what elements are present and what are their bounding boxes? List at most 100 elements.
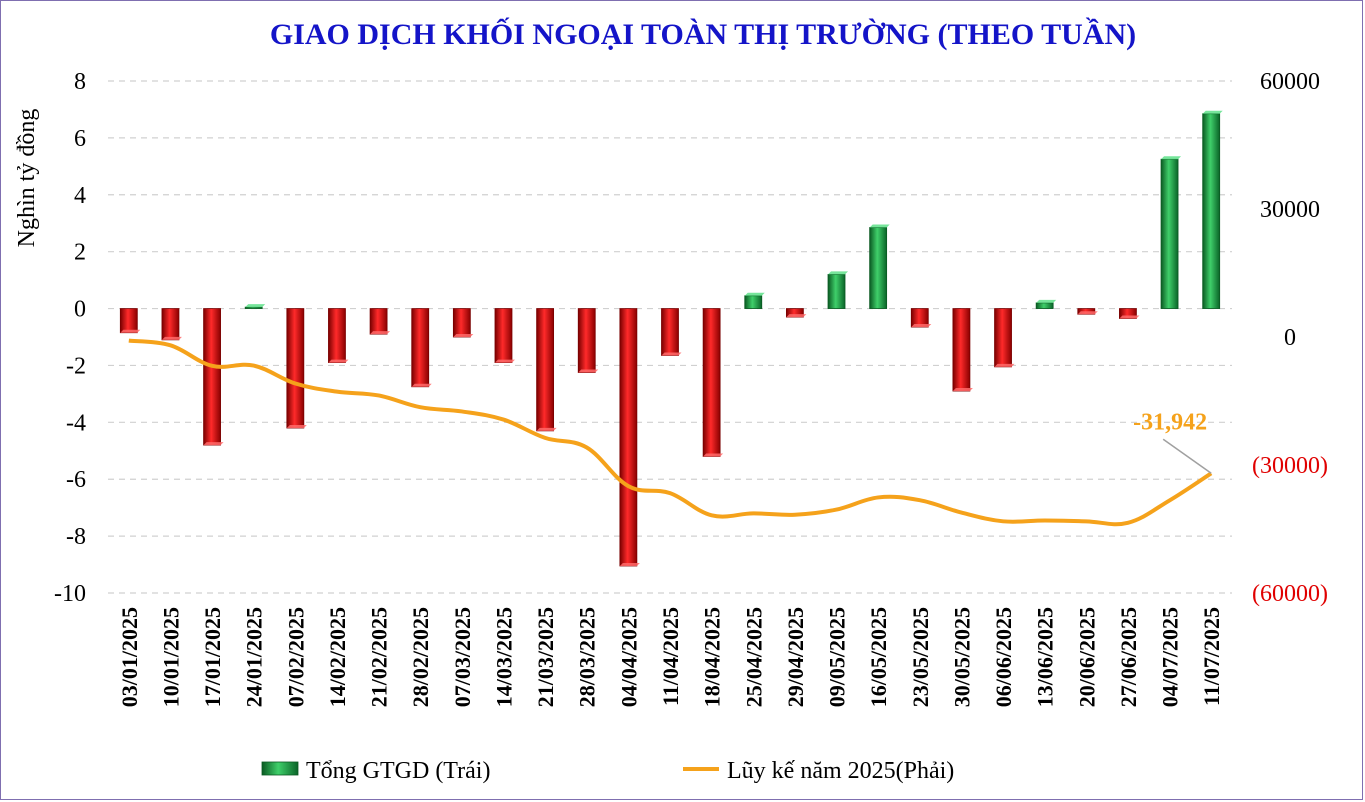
x-tick-label: 03/01/2025 xyxy=(117,607,142,707)
x-tick-label: 14/03/2025 xyxy=(491,607,516,707)
x-tick-label: 24/01/2025 xyxy=(242,607,267,707)
bar xyxy=(286,308,305,429)
y-left-tick-label: 6 xyxy=(74,126,86,152)
bar-cap xyxy=(703,453,724,457)
bar xyxy=(577,308,596,373)
bar xyxy=(119,308,138,334)
bar-cap xyxy=(536,427,557,431)
bar xyxy=(494,308,513,363)
bar xyxy=(244,306,263,309)
y-left-tick-label: 0 xyxy=(74,297,86,323)
y-left-tick-label: -8 xyxy=(66,524,86,550)
line-series xyxy=(128,338,1213,527)
x-tick-label: 28/02/2025 xyxy=(408,607,433,707)
bar xyxy=(702,308,721,457)
chart-title: GIAO DỊCH KHỐI NGOẠI TOÀN THỊ TRƯỜNG (TH… xyxy=(270,17,1136,51)
bar-cap xyxy=(661,352,682,356)
x-tick-label: 10/01/2025 xyxy=(158,607,183,707)
y-left-tick-label: -4 xyxy=(66,410,86,436)
x-tick-label: 04/07/2025 xyxy=(1158,607,1183,707)
y-right-tick-label: (60000) xyxy=(1252,581,1328,607)
legend-item-line: Lũy kế năm 2025(Phải) xyxy=(683,758,954,784)
x-tick-label: 14/02/2025 xyxy=(325,607,350,707)
x-tick-label: 23/05/2025 xyxy=(908,607,933,707)
legend-swatch-bars xyxy=(261,761,299,776)
bar-cap xyxy=(952,388,973,392)
x-tick-label: 11/07/2025 xyxy=(1199,607,1224,706)
y-axis-right-ticks: 60000 30000 0 (30000) (60000) xyxy=(1252,69,1328,607)
bar-cap xyxy=(1161,156,1182,160)
bar-cap xyxy=(161,336,182,340)
bar-cap xyxy=(120,329,141,333)
bar-cap xyxy=(828,271,849,275)
x-tick-label: 29/04/2025 xyxy=(783,607,808,707)
x-tick-label: 07/02/2025 xyxy=(283,607,308,707)
y-left-tick-label: 4 xyxy=(74,183,86,209)
x-tick-label: 21/03/2025 xyxy=(533,607,558,707)
bar-cap xyxy=(744,292,765,296)
bar-cap xyxy=(1119,315,1140,319)
legend-label-line: Lũy kế năm 2025(Phải) xyxy=(727,758,954,784)
legend-item-bars: Tổng GTGD (Trái) xyxy=(261,758,490,784)
y-left-tick-label: -2 xyxy=(66,353,86,379)
y-left-tick-label: 2 xyxy=(74,240,86,266)
x-tick-label: 06/06/2025 xyxy=(991,607,1016,707)
legend: Tổng GTGD (Trái) Lũy kế năm 2025(Phải) xyxy=(261,758,954,784)
x-tick-label: 07/03/2025 xyxy=(450,607,475,707)
bar-cap xyxy=(1202,110,1223,114)
annotation-label: -31,942 xyxy=(1133,409,1207,435)
x-tick-label: 09/05/2025 xyxy=(825,607,850,707)
y-right-tick-label: 60000 xyxy=(1260,69,1320,95)
bar xyxy=(1160,158,1179,309)
annotation-leader xyxy=(1162,438,1212,474)
bar xyxy=(369,308,388,335)
bar xyxy=(1035,302,1054,309)
bar-cap xyxy=(411,383,432,387)
annotation-layer: -31,942 xyxy=(1133,409,1212,474)
bar-cap xyxy=(286,425,307,429)
bar xyxy=(536,308,555,432)
x-tick-label: 20/06/2025 xyxy=(1074,607,1099,707)
x-tick-label: 27/06/2025 xyxy=(1116,607,1141,707)
legend-label-bars: Tổng GTGD (Trái) xyxy=(306,758,490,784)
y-right-tick-label: (30000) xyxy=(1252,453,1328,479)
bar-cap xyxy=(869,224,890,228)
x-tick-label: 16/05/2025 xyxy=(866,607,891,707)
bar xyxy=(203,308,221,446)
bar-cap xyxy=(370,331,391,335)
y-left-tick-label: -10 xyxy=(54,581,86,607)
y-right-tick-label: 30000 xyxy=(1260,197,1320,223)
bar-cap xyxy=(453,334,474,337)
bar-cap xyxy=(578,369,599,373)
x-tick-label: 04/04/2025 xyxy=(616,607,641,707)
bar-cap xyxy=(245,304,266,308)
x-tick-label: 28/03/2025 xyxy=(575,607,600,707)
bar xyxy=(994,308,1012,368)
x-tick-label: 18/04/2025 xyxy=(700,607,725,707)
x-tick-label: 25/04/2025 xyxy=(741,607,766,707)
y-axis-left-ticks: 8 6 4 2 0 -2 -4 -6 -8 -10 xyxy=(54,69,86,607)
bar-cap xyxy=(328,359,349,363)
bar-cap xyxy=(911,324,932,328)
bar-cap xyxy=(203,442,224,446)
bar xyxy=(411,308,430,388)
bar xyxy=(744,295,763,309)
bar xyxy=(869,227,888,309)
x-tick-label: 30/05/2025 xyxy=(949,607,974,707)
x-tick-label: 13/06/2025 xyxy=(1033,607,1058,707)
y-left-tick-label: -6 xyxy=(66,467,86,493)
bar xyxy=(619,308,638,567)
bar xyxy=(952,308,971,392)
bar-cap xyxy=(494,359,515,363)
y-left-tick-label: 8 xyxy=(74,69,86,95)
bar xyxy=(452,308,471,338)
y-right-tick-label: 0 xyxy=(1284,325,1296,351)
x-tick-label: 17/01/2025 xyxy=(200,607,225,707)
bar-cap xyxy=(786,314,807,318)
bar-cap xyxy=(994,363,1015,367)
bar xyxy=(1202,113,1221,309)
bar xyxy=(827,274,846,309)
bar-cap xyxy=(619,562,640,566)
x-tick-label: 21/02/2025 xyxy=(367,607,392,707)
